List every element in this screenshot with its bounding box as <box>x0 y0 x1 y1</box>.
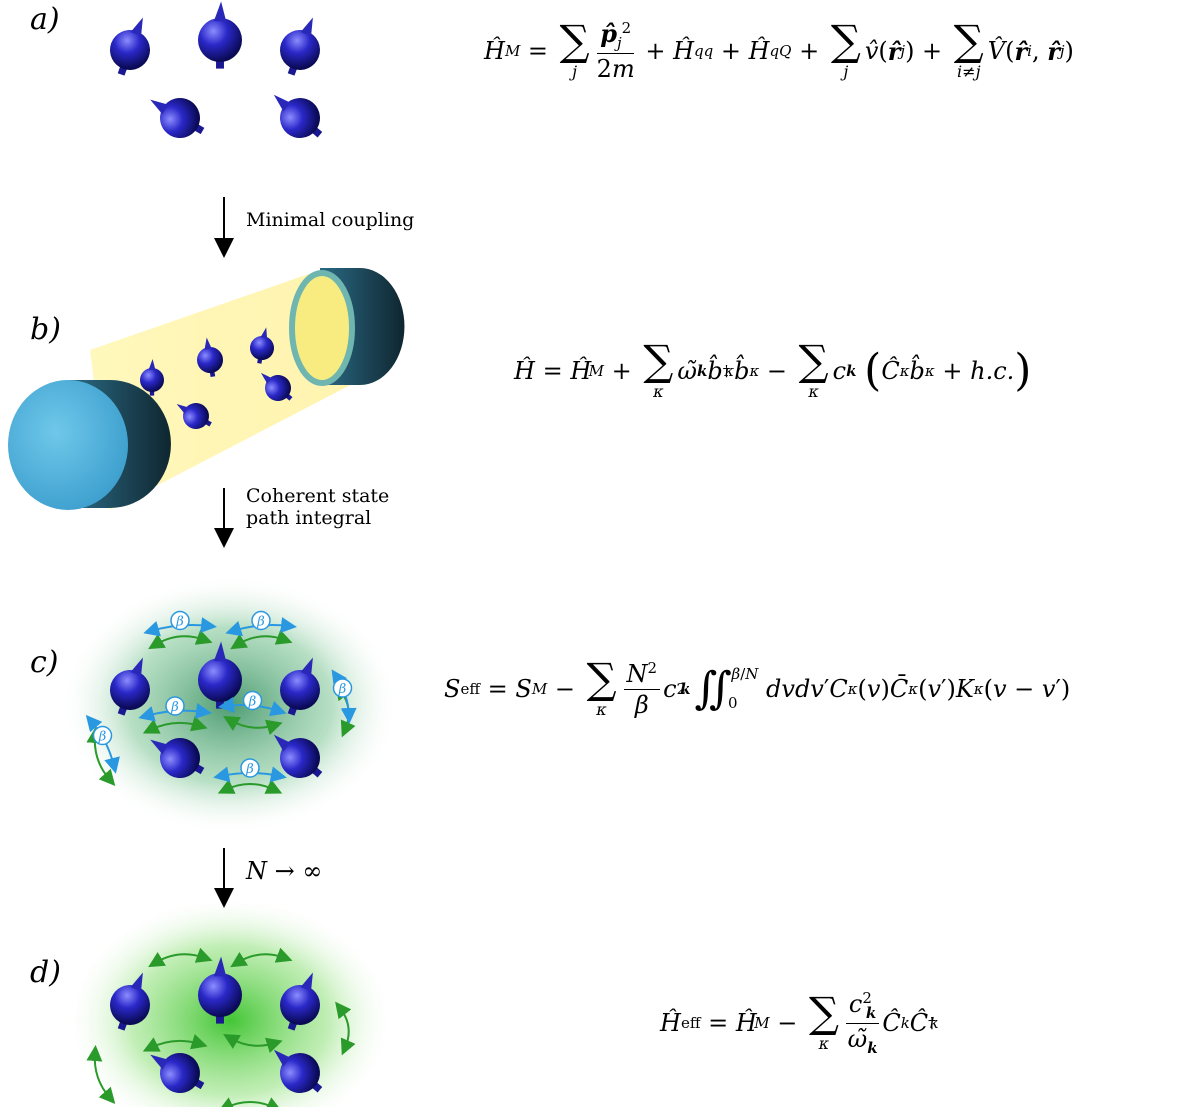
beta-symbol: β <box>248 695 257 710</box>
photon-bubble-c-4: β <box>240 758 260 778</box>
spin-particle-a-4 <box>273 94 323 138</box>
arrow-label-large-n-limit: N → ∞ <box>246 857 323 885</box>
spin-particle-d-2 <box>280 972 320 1031</box>
arrow-label-line-2: path integral <box>246 506 372 529</box>
panel-label-a: a) <box>30 2 60 37</box>
panel-label-c: c) <box>30 645 59 680</box>
spin-particle-b-2 <box>250 327 274 364</box>
spin-particle-c-2 <box>280 657 320 716</box>
spin-particle-d-1 <box>198 956 242 1024</box>
spin-particle-b-0 <box>140 359 164 396</box>
spin-particle-b-4 <box>260 372 293 401</box>
arrow-label-coherent-state: Coherent state path integral <box>246 485 390 530</box>
spin-particle-b-3 <box>176 403 212 429</box>
exchange-arrow-d-5 <box>335 1001 356 1056</box>
optical-cavity <box>8 268 405 510</box>
spin-particle-a-3 <box>150 98 205 138</box>
exchange-arrow-c-4 <box>217 779 283 794</box>
beta-symbol: β <box>170 700 179 715</box>
exchange-arrow-d-0 <box>148 947 213 968</box>
photon-bubble-c-2: β <box>165 696 185 716</box>
beta-symbol: β <box>256 615 265 630</box>
spin-particle-d-4 <box>273 1049 323 1093</box>
exchange-arrow-d-1 <box>230 947 293 968</box>
exchange-arrow-d-6 <box>86 1045 116 1105</box>
spin-particle-a-1 <box>198 1 242 69</box>
spin-particle-a-0 <box>110 17 150 76</box>
right-mirror <box>289 270 355 386</box>
spin-particle-d-3 <box>150 1053 205 1093</box>
spin-particle-c-0 <box>110 657 150 716</box>
photon-bubble-c-1: β <box>251 610 271 631</box>
beta-symbol: β <box>98 730 107 745</box>
spin-particle-d-0 <box>110 972 150 1031</box>
left-mirror <box>8 380 128 510</box>
exchange-arrow-d-2 <box>142 1033 208 1052</box>
exchange-arrow-d-3 <box>223 1033 283 1054</box>
spin-particle-b-1 <box>197 337 223 378</box>
beta-symbol: β <box>175 615 184 630</box>
exchange-arrow-c-0 <box>148 629 213 650</box>
panel-label-d: d) <box>30 955 61 990</box>
beta-symbol: β <box>338 682 347 697</box>
beta-symbol: β <box>245 762 254 777</box>
photon-bubble-c-5: β <box>332 678 353 698</box>
exchange-arrow-d-4 <box>217 1097 283 1107</box>
spin-particle-a-2 <box>280 17 320 76</box>
photon-bubble-c-0: β <box>170 610 190 631</box>
arrow-label-minimal-coupling: Minimal coupling <box>246 209 415 231</box>
exchange-arrow-c-1 <box>230 629 293 650</box>
exchange-arrow-c-3 <box>223 715 283 736</box>
spin-particle-c-4 <box>273 734 323 778</box>
panel-label-b: b) <box>30 312 61 347</box>
spin-particle-c-3 <box>150 738 205 778</box>
photon-bubble-c-3: β <box>242 690 263 711</box>
photon-bubble-c-6: β <box>92 725 113 746</box>
exchange-arrow-c-2 <box>142 715 208 734</box>
arrow-label-line-1: Coherent state <box>246 485 390 507</box>
